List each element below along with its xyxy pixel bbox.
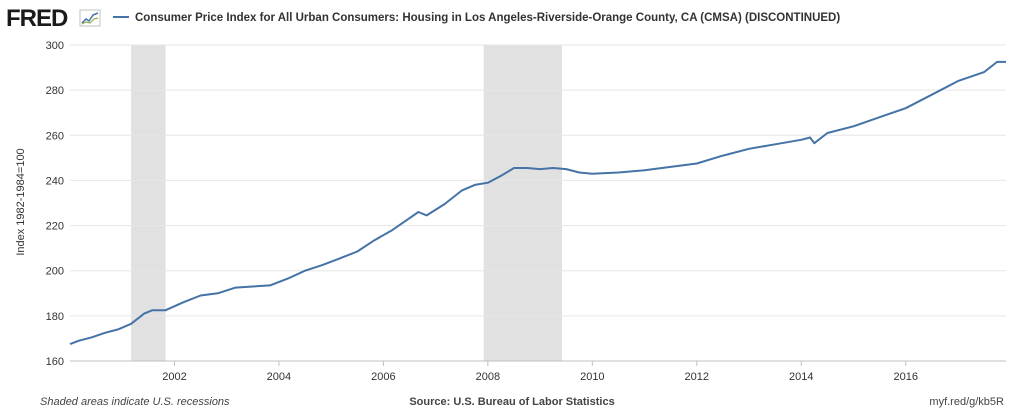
y-tick-label-220: 220 <box>46 221 64 233</box>
y-axis-label: Index 1982-1984=100 <box>15 148 27 255</box>
legend-series-name: Consumer Price Index for All Urban Consu… <box>135 12 840 24</box>
series-lines <box>69 60 1006 346</box>
gridlines <box>70 44 1006 362</box>
x-axis-ticks: 2002 2004 2006 2008 2010 2012 2014 2016 <box>162 361 918 383</box>
recession-band-2 <box>483 45 563 361</box>
fred-logo[interactable]: FRED <box>6 5 101 32</box>
short-url[interactable]: myf.red/g/kb5R <box>929 396 1004 408</box>
x-tick-label-2002: 2002 <box>162 371 186 383</box>
recession-band-1 <box>131 45 166 361</box>
x-tick-label-2004: 2004 <box>267 371 291 383</box>
legend: Consumer Price Index for All Urban Consu… <box>113 12 840 24</box>
x-tick-label-2016: 2016 <box>893 371 917 383</box>
recession-bands <box>131 45 563 361</box>
source-text[interactable]: Source: U.S. Bureau of Labor Statistics <box>409 396 614 408</box>
y-tick-label-240: 240 <box>46 175 64 187</box>
fred-logo-text: FRED <box>6 5 68 32</box>
y-tick-label-280: 280 <box>46 85 64 97</box>
y-axis-ticks: 160 180 200 220 240 260 280 300 <box>46 40 64 368</box>
x-tick-label-2014: 2014 <box>789 371 813 383</box>
y-tick-label-260: 260 <box>46 130 64 142</box>
y-tick-label-160: 160 <box>46 356 64 368</box>
x-tick-label-2010: 2010 <box>580 371 604 383</box>
x-tick-label-2006: 2006 <box>371 371 395 383</box>
y-tick-label-300: 300 <box>46 40 64 52</box>
y-tick-label-200: 200 <box>46 266 64 278</box>
recession-note: Shaded areas indicate U.S. recessions <box>40 396 230 408</box>
x-tick-label-2012: 2012 <box>685 371 709 383</box>
y-tick-label-180: 180 <box>46 311 64 323</box>
fred-chart-icon <box>79 9 101 27</box>
series-line-1 <box>69 60 1006 346</box>
x-tick-label-2008: 2008 <box>476 371 500 383</box>
